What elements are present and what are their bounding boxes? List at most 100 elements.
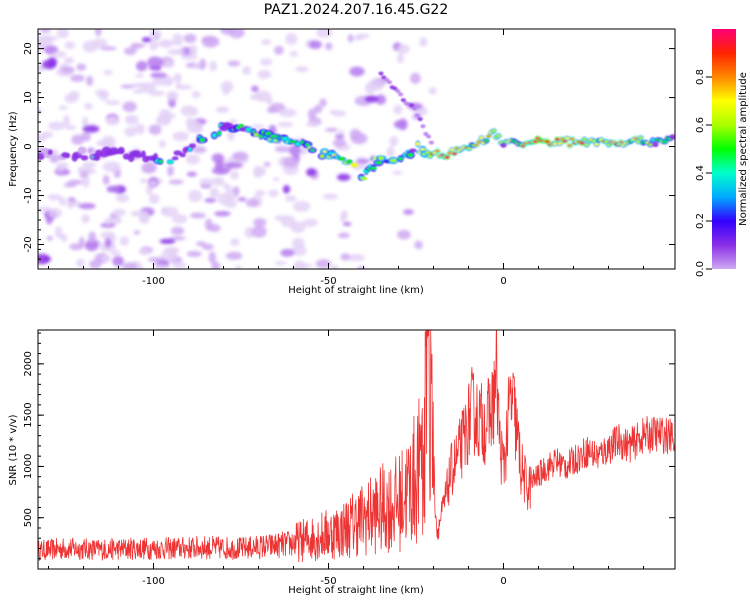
spectrogram-noise-blob xyxy=(306,121,320,127)
spectrogram-secondary-ridge-blob xyxy=(378,71,384,76)
spectrogram-noise-blob xyxy=(285,33,298,45)
spectrogram-ridge-core xyxy=(533,140,538,144)
spectrogram-x-tick-label: 0 xyxy=(500,276,506,287)
spectrogram-noise-blob xyxy=(289,50,299,57)
spectrogram-noise-blob xyxy=(274,145,291,153)
spectrogram-noise-blob xyxy=(140,214,147,224)
spectrogram-noise-blob xyxy=(172,214,188,224)
spectrogram-ridge-core xyxy=(579,141,585,145)
spectrogram-noise-blob xyxy=(214,211,231,217)
spectrogram-noise-blob xyxy=(282,185,291,194)
spectrogram-noise-blob xyxy=(223,183,231,190)
colorbar-tick-label: 0.0 xyxy=(695,261,706,277)
snr-y-axis-label: SNR (10 * v/v) xyxy=(8,414,19,485)
spectrogram-noise-blob xyxy=(103,69,114,76)
spectrogram-ridge-halo xyxy=(117,146,125,155)
spectrogram-frame xyxy=(37,28,676,270)
spectrogram-noise-blob xyxy=(91,38,108,49)
spectrogram-noise-blob xyxy=(272,177,280,182)
spectrogram-noise-blob xyxy=(94,89,109,97)
spectrogram-noise-blob xyxy=(237,197,247,202)
spectrogram-ridge-core xyxy=(557,142,563,145)
spectrogram-noise-blob xyxy=(105,116,120,126)
spectrogram-noise-blob xyxy=(204,198,217,203)
spectrogram-noise-blob xyxy=(151,78,169,86)
spectrogram-noise-blob xyxy=(211,167,230,175)
spectrogram-noise-blob xyxy=(81,131,91,142)
spectrogram-noise-blob xyxy=(274,45,284,55)
spectrogram-noise-blob xyxy=(163,246,180,255)
spectrogram-secondary-ridge-blob xyxy=(400,98,406,103)
spectrogram-noise-blob xyxy=(39,38,46,50)
spectrogram-ridge-core xyxy=(419,148,426,151)
spectrogram-secondary-ridge-blob xyxy=(426,134,432,139)
snr-x-axis-label: Height of straight line (km) xyxy=(288,585,424,596)
spectrogram-x-tick-label: -100 xyxy=(142,276,165,287)
spectrogram-noise-blob xyxy=(393,104,403,115)
spectrogram-ridge-core xyxy=(555,137,560,141)
spectrogram-noise-blob xyxy=(76,258,85,268)
spectrogram-noise-blob xyxy=(130,43,146,49)
spectrogram-noise-blob xyxy=(251,85,259,93)
spectrogram-noise-blob xyxy=(138,249,151,255)
spectrogram-noise-blob xyxy=(199,178,216,186)
spectrogram-noise-blob xyxy=(340,253,351,261)
spectrogram-noise-blob xyxy=(215,106,230,114)
spectrogram-noise-blob xyxy=(95,29,102,37)
spectrogram-noise-blob xyxy=(295,66,309,73)
spectrogram-y-tick-label: 20 xyxy=(23,42,34,55)
spectrogram-noise-blob xyxy=(396,53,405,64)
spectrogram-noise-blob xyxy=(82,116,89,128)
spectrogram-noise-blob xyxy=(290,221,306,233)
spectrogram-ridge-halo xyxy=(38,152,45,160)
spectrogram-noise-blob xyxy=(145,184,153,195)
spectrogram-y-tick-label: 0 xyxy=(23,143,34,149)
spectrogram-ridge-core xyxy=(484,139,489,143)
spectrogram-noise-blob xyxy=(336,173,351,181)
spectrogram-noise-blob xyxy=(181,54,199,60)
spectrogram-ridge-core xyxy=(648,143,653,147)
spectrogram-noise-blob xyxy=(222,86,230,96)
spectrogram-noise-blob xyxy=(186,250,202,258)
spectrogram-noise-blob xyxy=(397,44,410,54)
spectrogram-noise-blob xyxy=(292,201,311,212)
spectrogram-ridge-core xyxy=(444,155,450,159)
spectrogram-noise-blob xyxy=(100,222,116,228)
spectrogram-noise-blob xyxy=(86,75,94,86)
spectrogram-noise-blob xyxy=(172,131,189,142)
spectrogram-noise-blob xyxy=(268,189,279,197)
spectrogram-noise-blob xyxy=(167,165,174,177)
spectrogram-noise-blob xyxy=(357,266,365,269)
spectrogram-noise-blob xyxy=(188,190,203,202)
spectrogram-noise-blob xyxy=(353,34,363,41)
spectrogram-ridge-core xyxy=(584,143,590,147)
spectrogram-ridge-core xyxy=(425,151,430,154)
spectrogram-ridge-halo xyxy=(188,143,197,149)
spectrogram-noise-blob xyxy=(414,240,423,250)
spectrogram-noise-blob xyxy=(389,136,399,147)
spectrogram-secondary-ridge-blob xyxy=(412,106,418,111)
spectrogram-noise-blob xyxy=(119,236,129,246)
spectrogram-ridge-halo xyxy=(408,148,417,153)
spectrogram-noise-blob xyxy=(403,209,414,215)
spectrogram-ridge-core xyxy=(188,147,192,152)
spectrogram-noise-blob xyxy=(131,82,149,89)
spectrogram-noise-blob xyxy=(173,72,182,84)
spectrogram-noise-blob xyxy=(322,193,339,200)
spectrogram-noise-blob xyxy=(82,176,90,188)
spectrogram-noise-blob xyxy=(65,124,77,131)
spectrogram-noise-blob xyxy=(147,56,163,68)
spectrogram-ridge-core xyxy=(564,137,570,140)
colorbar-bar xyxy=(712,29,736,269)
spectrogram-noise-blob xyxy=(141,162,157,174)
spectrogram-ridge-core xyxy=(452,152,457,156)
spectrogram-noise-blob xyxy=(82,124,100,133)
spectrogram-ridge-core xyxy=(479,136,484,140)
spectrogram-noise-blob xyxy=(347,34,354,43)
spectrogram-noise-blob xyxy=(133,230,141,235)
spectrogram-secondary-ridge-blob xyxy=(414,113,420,118)
spectrogram-noise-blob xyxy=(251,225,267,238)
snr-x-axis: -100 -50 0 xyxy=(48,330,644,587)
spectrogram-noise-blob xyxy=(342,221,352,227)
